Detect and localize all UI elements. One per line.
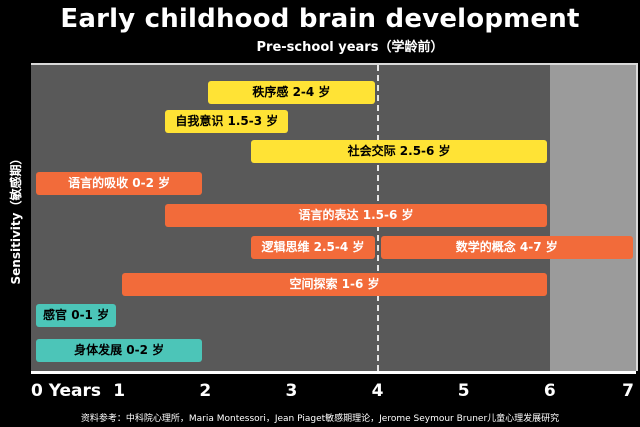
bar-7: 空间探索 1-6 岁 xyxy=(122,273,547,296)
x-tick-label-3: 3 xyxy=(285,381,298,401)
x-tick-label-2: 2 xyxy=(199,381,212,401)
x-axis-line xyxy=(31,371,636,374)
x-tick-label-6: 6 xyxy=(543,381,556,401)
bar-3: 语言的吸收 0-2 岁 xyxy=(36,172,203,195)
y-axis-label: Sensitivity（敏感期） xyxy=(9,152,23,285)
x-tick-label-0: 0 Years xyxy=(31,381,102,401)
bar-2: 社会交际 2.5-6 岁 xyxy=(251,140,547,163)
x-tick-label-1: 1 xyxy=(113,381,126,401)
source-note: 资料参考：中科院心理所，Maria Montessori，Jean Piaget… xyxy=(80,414,560,424)
x-tick-label-7: 7 xyxy=(622,381,634,401)
bar-6: 数学的概念 4-7 岁 xyxy=(380,236,633,259)
bar-5: 逻辑思维 2.5-4 岁 xyxy=(251,236,375,259)
bar-0: 秩序感 2-4 岁 xyxy=(208,81,375,104)
chart-subtitle: Pre-school years（学龄前） xyxy=(256,40,444,55)
bar-9: 身体发展 0-2 岁 xyxy=(36,339,203,362)
bar-4: 语言的表达 1.5-6 岁 xyxy=(165,204,547,227)
bar-8: 感官 0-1 岁 xyxy=(36,304,117,327)
plot-area: 秩序感 2-4 岁自我意识 1.5-3 岁社会交际 2.5-6 岁语言的吸收 0… xyxy=(31,63,638,371)
shaded-region xyxy=(549,65,636,371)
x-tick-label-5: 5 xyxy=(457,381,470,401)
bar-1: 自我意识 1.5-3 岁 xyxy=(165,110,289,133)
x-tick-label-4: 4 xyxy=(371,381,384,401)
chart-title: Early childhood brain development xyxy=(60,4,580,34)
